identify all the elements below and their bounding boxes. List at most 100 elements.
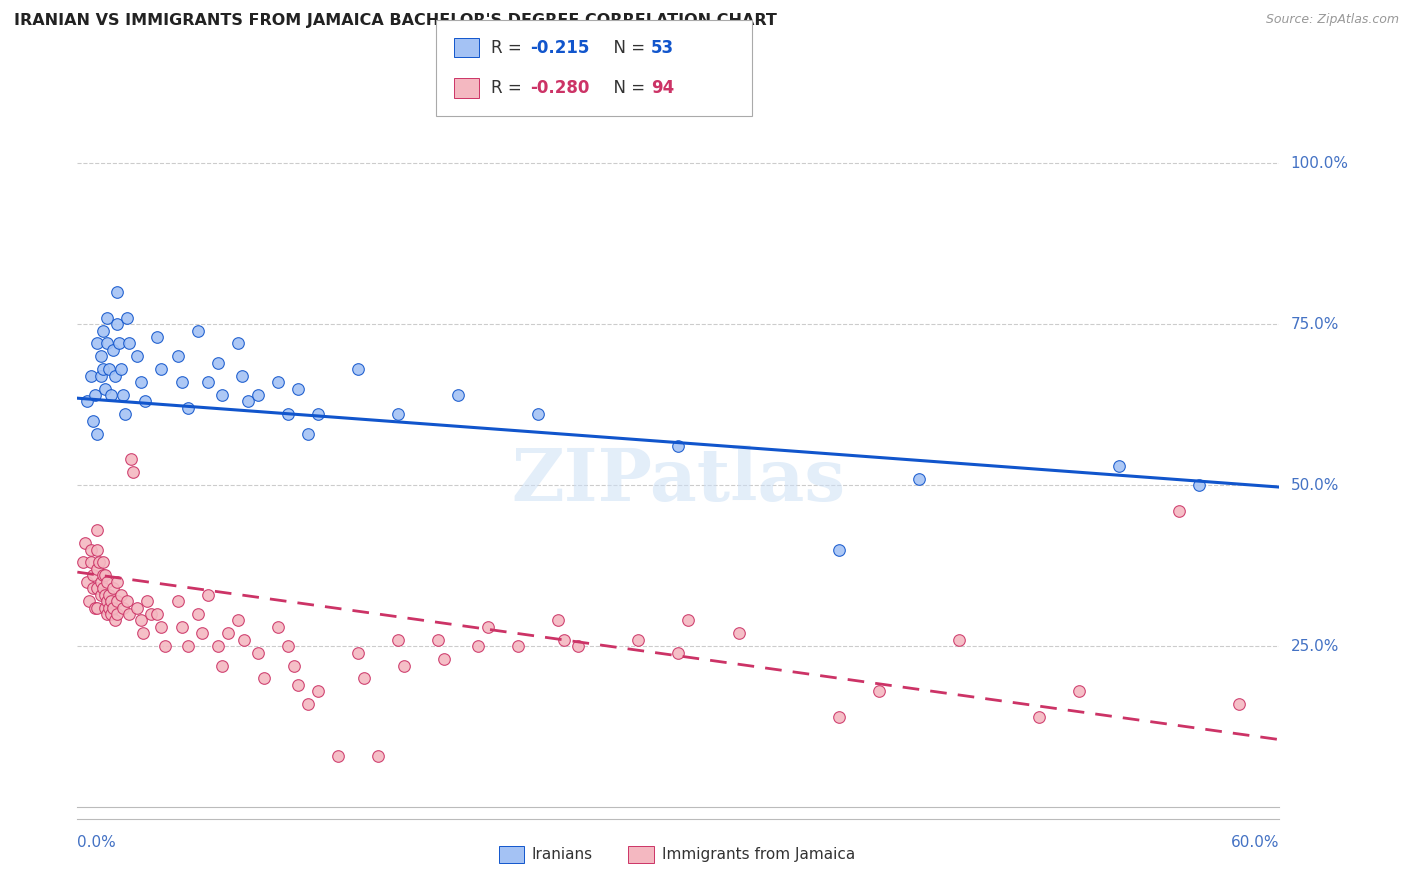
Point bbox=[277, 639, 299, 653]
Text: 25.0%: 25.0% bbox=[1291, 639, 1339, 654]
Point bbox=[828, 710, 851, 724]
Text: 100.0%: 100.0% bbox=[1291, 155, 1348, 170]
Point bbox=[527, 407, 550, 421]
Point bbox=[90, 574, 112, 589]
Point bbox=[197, 588, 219, 602]
Point bbox=[553, 632, 575, 647]
Point bbox=[326, 748, 349, 763]
Point bbox=[387, 632, 409, 647]
Point bbox=[76, 574, 98, 589]
Point bbox=[86, 581, 108, 595]
Point bbox=[90, 368, 112, 383]
Point bbox=[287, 382, 309, 396]
Point bbox=[86, 562, 108, 576]
Point bbox=[146, 607, 169, 621]
Text: Iranians: Iranians bbox=[531, 847, 592, 862]
Point bbox=[1108, 458, 1130, 473]
Point bbox=[110, 588, 132, 602]
Point bbox=[82, 414, 104, 428]
Point bbox=[80, 542, 103, 557]
Point bbox=[127, 349, 149, 363]
Point bbox=[96, 594, 118, 608]
Point bbox=[267, 375, 290, 389]
Point bbox=[427, 632, 450, 647]
Point bbox=[433, 652, 456, 666]
Point bbox=[267, 620, 290, 634]
Point bbox=[176, 639, 198, 653]
Point bbox=[170, 375, 193, 389]
Point bbox=[1168, 504, 1191, 518]
Point bbox=[176, 401, 198, 415]
Point bbox=[1229, 697, 1251, 711]
Point bbox=[96, 310, 118, 325]
Point bbox=[828, 542, 851, 557]
Point bbox=[277, 407, 299, 421]
Point bbox=[93, 324, 115, 338]
Point bbox=[104, 368, 127, 383]
Point bbox=[114, 407, 136, 421]
Point bbox=[84, 600, 107, 615]
Point bbox=[246, 646, 269, 660]
Point bbox=[236, 394, 259, 409]
Point bbox=[100, 388, 122, 402]
Text: R =: R = bbox=[491, 78, 531, 97]
Point bbox=[166, 594, 188, 608]
Text: ZIPatlas: ZIPatlas bbox=[512, 445, 845, 516]
Text: Immigrants from Jamaica: Immigrants from Jamaica bbox=[662, 847, 855, 862]
Point bbox=[231, 368, 253, 383]
Point bbox=[86, 426, 108, 441]
Point bbox=[86, 600, 108, 615]
Text: 0.0%: 0.0% bbox=[77, 835, 117, 850]
Text: IRANIAN VS IMMIGRANTS FROM JAMAICA BACHELOR'S DEGREE CORRELATION CHART: IRANIAN VS IMMIGRANTS FROM JAMAICA BACHE… bbox=[14, 13, 778, 29]
Point bbox=[131, 614, 153, 628]
Point bbox=[122, 465, 145, 479]
Point bbox=[1069, 684, 1091, 698]
Point bbox=[547, 614, 569, 628]
Point bbox=[136, 594, 159, 608]
Point bbox=[82, 581, 104, 595]
Point bbox=[226, 336, 249, 351]
Point bbox=[86, 542, 108, 557]
Point bbox=[112, 388, 135, 402]
Point bbox=[108, 336, 131, 351]
Text: -0.280: -0.280 bbox=[530, 78, 589, 97]
Text: 75.0%: 75.0% bbox=[1291, 317, 1339, 332]
Text: Source: ZipAtlas.com: Source: ZipAtlas.com bbox=[1265, 13, 1399, 27]
Point bbox=[107, 285, 129, 299]
Point bbox=[86, 523, 108, 537]
Point bbox=[72, 556, 94, 570]
Point bbox=[170, 620, 193, 634]
Point bbox=[82, 568, 104, 582]
Point bbox=[211, 388, 233, 402]
Point bbox=[668, 440, 690, 454]
Point bbox=[347, 646, 370, 660]
Point bbox=[93, 568, 115, 582]
Point bbox=[98, 362, 121, 376]
Point bbox=[283, 658, 305, 673]
Point bbox=[118, 607, 141, 621]
Point bbox=[287, 678, 309, 692]
Point bbox=[117, 594, 139, 608]
Point bbox=[141, 607, 163, 621]
Point bbox=[107, 317, 129, 331]
Point bbox=[132, 626, 155, 640]
Point bbox=[100, 607, 122, 621]
Text: N =: N = bbox=[603, 78, 655, 97]
Point bbox=[367, 748, 389, 763]
Point bbox=[117, 310, 139, 325]
Point bbox=[96, 607, 118, 621]
Point bbox=[150, 362, 173, 376]
Point bbox=[668, 646, 690, 660]
Point bbox=[508, 639, 530, 653]
Point bbox=[94, 600, 117, 615]
Point bbox=[103, 600, 125, 615]
Point bbox=[146, 330, 169, 344]
Point bbox=[86, 336, 108, 351]
Point bbox=[76, 394, 98, 409]
Point bbox=[93, 581, 115, 595]
Point bbox=[98, 588, 121, 602]
Point bbox=[93, 362, 115, 376]
Point bbox=[387, 407, 409, 421]
Point bbox=[353, 672, 375, 686]
Point bbox=[80, 368, 103, 383]
